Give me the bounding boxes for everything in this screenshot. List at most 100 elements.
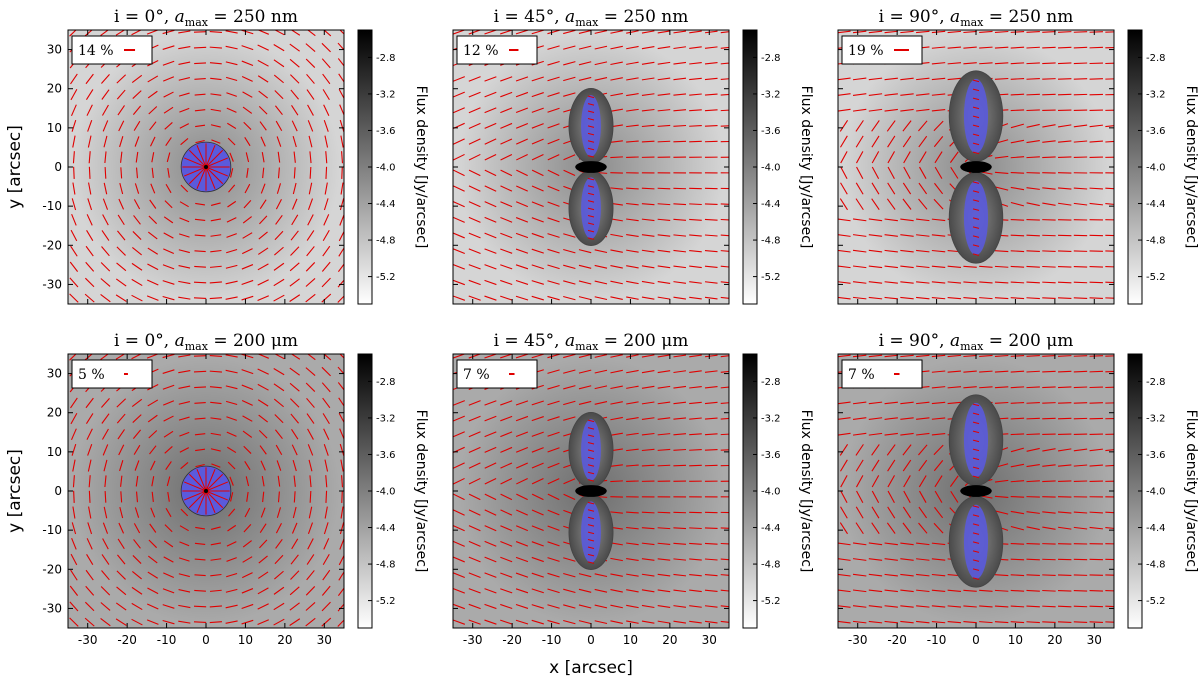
polarization-vector — [500, 540, 513, 547]
polarization-vector — [194, 78, 206, 80]
polarization-vector — [305, 367, 316, 377]
polarization-vector — [242, 106, 253, 114]
polarization-vector — [931, 605, 946, 608]
polarization-vector — [100, 354, 110, 361]
lobe-vector — [972, 532, 980, 535]
polarization-vector — [340, 506, 344, 519]
polarization-vector — [307, 120, 314, 132]
polarization-vector — [162, 369, 175, 374]
polarization-vector — [657, 511, 671, 514]
polarization-vector — [241, 384, 254, 390]
polarization-vector — [453, 138, 465, 145]
polarization-vector — [855, 444, 864, 456]
polarization-vector — [484, 153, 497, 161]
polarization-vector — [116, 74, 127, 84]
polarization-vector — [868, 558, 883, 561]
polarization-vector — [228, 184, 236, 193]
panel-5: -30 -20 -10 0 10 20 30i = 45°, amax = 200 μm7 … — [452, 331, 814, 647]
polarization-vector — [704, 296, 718, 300]
polarization-vector — [274, 429, 283, 440]
polarization-vector — [626, 233, 639, 238]
polarization-vector — [884, 218, 898, 222]
lobe-vector — [587, 95, 595, 99]
polarization-vector — [1026, 526, 1040, 531]
colorbar-tick-label: -3.2 — [376, 413, 396, 424]
polarization-vector — [852, 620, 867, 624]
title-subscript: max — [185, 16, 209, 29]
polarization-vector — [720, 218, 729, 221]
polarization-vector — [547, 416, 560, 422]
polarization-vector — [134, 183, 140, 194]
polarization-vector — [919, 490, 927, 503]
lobe-vector — [972, 475, 980, 479]
polarization-vector — [673, 140, 687, 143]
polarization-vector — [884, 30, 898, 34]
polarization-vector — [1026, 297, 1040, 300]
polarization-vector — [103, 506, 108, 519]
polarization-vector — [1010, 93, 1025, 96]
polarization-vector — [194, 417, 206, 420]
polarization-vector — [307, 354, 316, 361]
polarization-vector — [291, 198, 298, 210]
polarization-vector — [868, 432, 883, 436]
polarization-vector — [531, 201, 544, 208]
polarization-vector — [325, 166, 328, 179]
polarization-vector — [994, 589, 1009, 592]
polarization-vector — [838, 93, 851, 96]
polarization-vector — [1105, 464, 1114, 467]
polarization-vector — [1057, 250, 1072, 252]
polarization-vector — [1010, 123, 1024, 129]
disk-vector — [183, 490, 207, 501]
polarization-vector — [484, 415, 497, 422]
polarization-vector — [852, 108, 867, 112]
polarization-vector — [884, 354, 898, 358]
polarization-vector — [116, 413, 126, 424]
polarization-vector — [241, 603, 254, 610]
polarization-vector — [1042, 370, 1056, 373]
polarization-vector — [657, 218, 671, 221]
polarization-vector — [134, 507, 140, 518]
polarization-vector — [657, 265, 671, 269]
polarization-vector — [689, 281, 702, 284]
polarization-vector — [947, 297, 962, 300]
polarization-vector — [241, 60, 254, 66]
polarization-vector — [704, 234, 718, 237]
polarization-vector — [887, 182, 896, 195]
polarization-vector — [689, 573, 702, 577]
polarization-vector — [704, 527, 718, 530]
polarization-vector — [1042, 464, 1056, 467]
polarization-vector — [133, 523, 141, 534]
polarization-vector — [70, 245, 78, 257]
polarization-vector — [500, 201, 513, 208]
polarization-vector — [241, 399, 253, 406]
polarization-vector — [963, 62, 977, 65]
lobe-vector — [972, 466, 980, 470]
polarization-vector — [626, 249, 639, 253]
polarization-vector — [259, 539, 268, 549]
polarization-vector — [241, 588, 254, 594]
polarization-vector — [547, 509, 560, 516]
polarization-vector — [309, 166, 312, 179]
polarization-vector — [884, 249, 898, 253]
polarization-vector — [531, 232, 544, 239]
polarization-vector — [871, 475, 880, 488]
polarization-vector — [453, 603, 466, 610]
polarization-vector — [162, 264, 175, 270]
polarization-vector — [324, 459, 329, 472]
polarization-vector — [641, 401, 655, 405]
polarization-vectors — [453, 30, 729, 301]
polarization-vector — [292, 135, 297, 148]
disk-vector — [205, 157, 229, 168]
lobe-vector — [972, 151, 980, 155]
polarization-vector — [132, 105, 142, 115]
polarization-vector — [243, 200, 252, 209]
polarization-vector — [563, 557, 576, 562]
polarization-vector — [146, 619, 159, 625]
polarization-vector — [500, 509, 513, 516]
polarization-vector — [610, 140, 623, 143]
y-tick-label: 20 — [47, 406, 62, 420]
polarization-vector — [120, 167, 123, 179]
polarization-vector — [886, 444, 896, 456]
disk-vector — [205, 144, 216, 168]
